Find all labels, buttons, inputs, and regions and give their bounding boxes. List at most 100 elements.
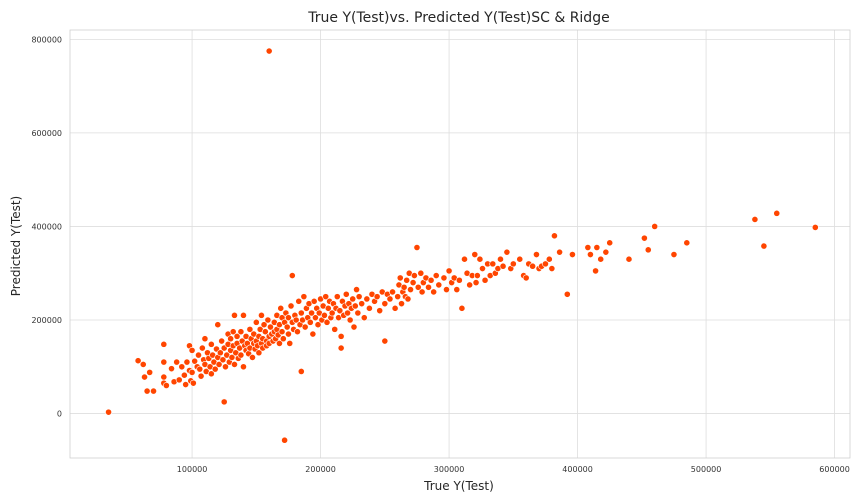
data-point	[233, 332, 241, 340]
data-point	[252, 318, 260, 326]
data-point	[222, 363, 229, 371]
data-point	[216, 349, 224, 357]
data-point	[267, 323, 274, 331]
data-point	[373, 293, 381, 301]
data-point	[333, 293, 341, 301]
data-point	[503, 248, 511, 256]
data-point	[297, 309, 305, 317]
data-point	[396, 274, 404, 282]
data-point	[533, 251, 540, 258]
data-point	[683, 239, 691, 247]
data-point	[394, 293, 402, 301]
data-point	[312, 314, 319, 322]
x-tick-label: 300000	[434, 465, 465, 474]
data-point	[228, 354, 236, 361]
data-point	[196, 365, 204, 373]
data-point	[344, 309, 351, 317]
data-point	[471, 251, 479, 258]
data-point	[548, 265, 556, 272]
data-point	[569, 251, 576, 258]
plot-frame	[69, 29, 851, 459]
x-tick-label: 400000	[562, 465, 593, 474]
data-point	[286, 339, 294, 347]
x-tick-label: 200000	[305, 465, 336, 474]
grid	[70, 30, 850, 458]
data-point	[255, 349, 263, 357]
data-point	[432, 272, 440, 279]
data-point	[134, 357, 142, 365]
data-point	[211, 365, 219, 373]
data-point	[346, 316, 354, 324]
data-point	[231, 311, 238, 319]
data-point	[651, 223, 659, 230]
data-point	[476, 255, 484, 263]
data-point	[276, 339, 283, 347]
data-point	[349, 295, 357, 303]
data-point	[197, 372, 205, 380]
data-point	[337, 344, 345, 352]
data-point	[366, 304, 373, 312]
data-point	[219, 356, 227, 364]
data-point	[404, 295, 412, 303]
data-point	[351, 302, 359, 310]
data-point	[381, 337, 389, 345]
data-point	[407, 286, 414, 294]
data-point	[458, 304, 466, 312]
data-point	[310, 297, 318, 305]
data-point	[214, 321, 222, 329]
data-point	[381, 300, 389, 308]
data-point	[191, 357, 199, 365]
data-point	[220, 398, 228, 406]
data-point	[309, 330, 317, 338]
data-point	[195, 351, 202, 359]
data-point	[417, 269, 425, 277]
data-point	[265, 47, 273, 55]
data-point	[430, 288, 438, 296]
data-point	[670, 251, 678, 258]
data-point	[489, 260, 497, 268]
data-point	[201, 335, 209, 343]
data-point	[246, 325, 254, 333]
x-tick-label: 500000	[691, 465, 722, 474]
x-tick-label: 100000	[177, 465, 208, 474]
data-point	[435, 281, 443, 289]
data-point	[391, 304, 399, 312]
data-point	[360, 314, 368, 322]
data-point	[509, 260, 517, 268]
y-tick-label: 400000	[31, 222, 62, 231]
data-point	[277, 304, 285, 312]
data-point	[218, 337, 226, 345]
data-point	[237, 328, 245, 336]
data-point	[227, 335, 235, 343]
data-point	[398, 300, 405, 308]
data-point	[473, 272, 481, 279]
data-point	[358, 300, 366, 308]
data-point	[180, 371, 188, 379]
data-point	[443, 286, 450, 294]
data-point	[461, 255, 468, 263]
data-point	[350, 323, 358, 331]
data-point	[281, 436, 288, 444]
y-tick-label: 600000	[31, 129, 62, 138]
data-point	[602, 248, 610, 256]
data-point	[300, 293, 308, 301]
data-point	[324, 304, 332, 312]
data-point	[587, 251, 594, 258]
data-point	[141, 373, 148, 381]
data-point	[337, 332, 345, 340]
data-point	[354, 309, 362, 317]
data-point	[189, 379, 197, 387]
data-point	[455, 276, 463, 284]
data-point	[592, 267, 599, 275]
data-point	[400, 283, 408, 291]
data-point	[288, 272, 296, 279]
data-point	[168, 365, 175, 373]
data-point	[162, 382, 170, 389]
data-point	[409, 279, 417, 286]
data-point	[466, 281, 474, 289]
data-point	[440, 274, 448, 282]
data-point	[160, 358, 168, 366]
data-point	[215, 361, 223, 368]
data-point	[173, 358, 181, 366]
data-point	[353, 286, 360, 294]
